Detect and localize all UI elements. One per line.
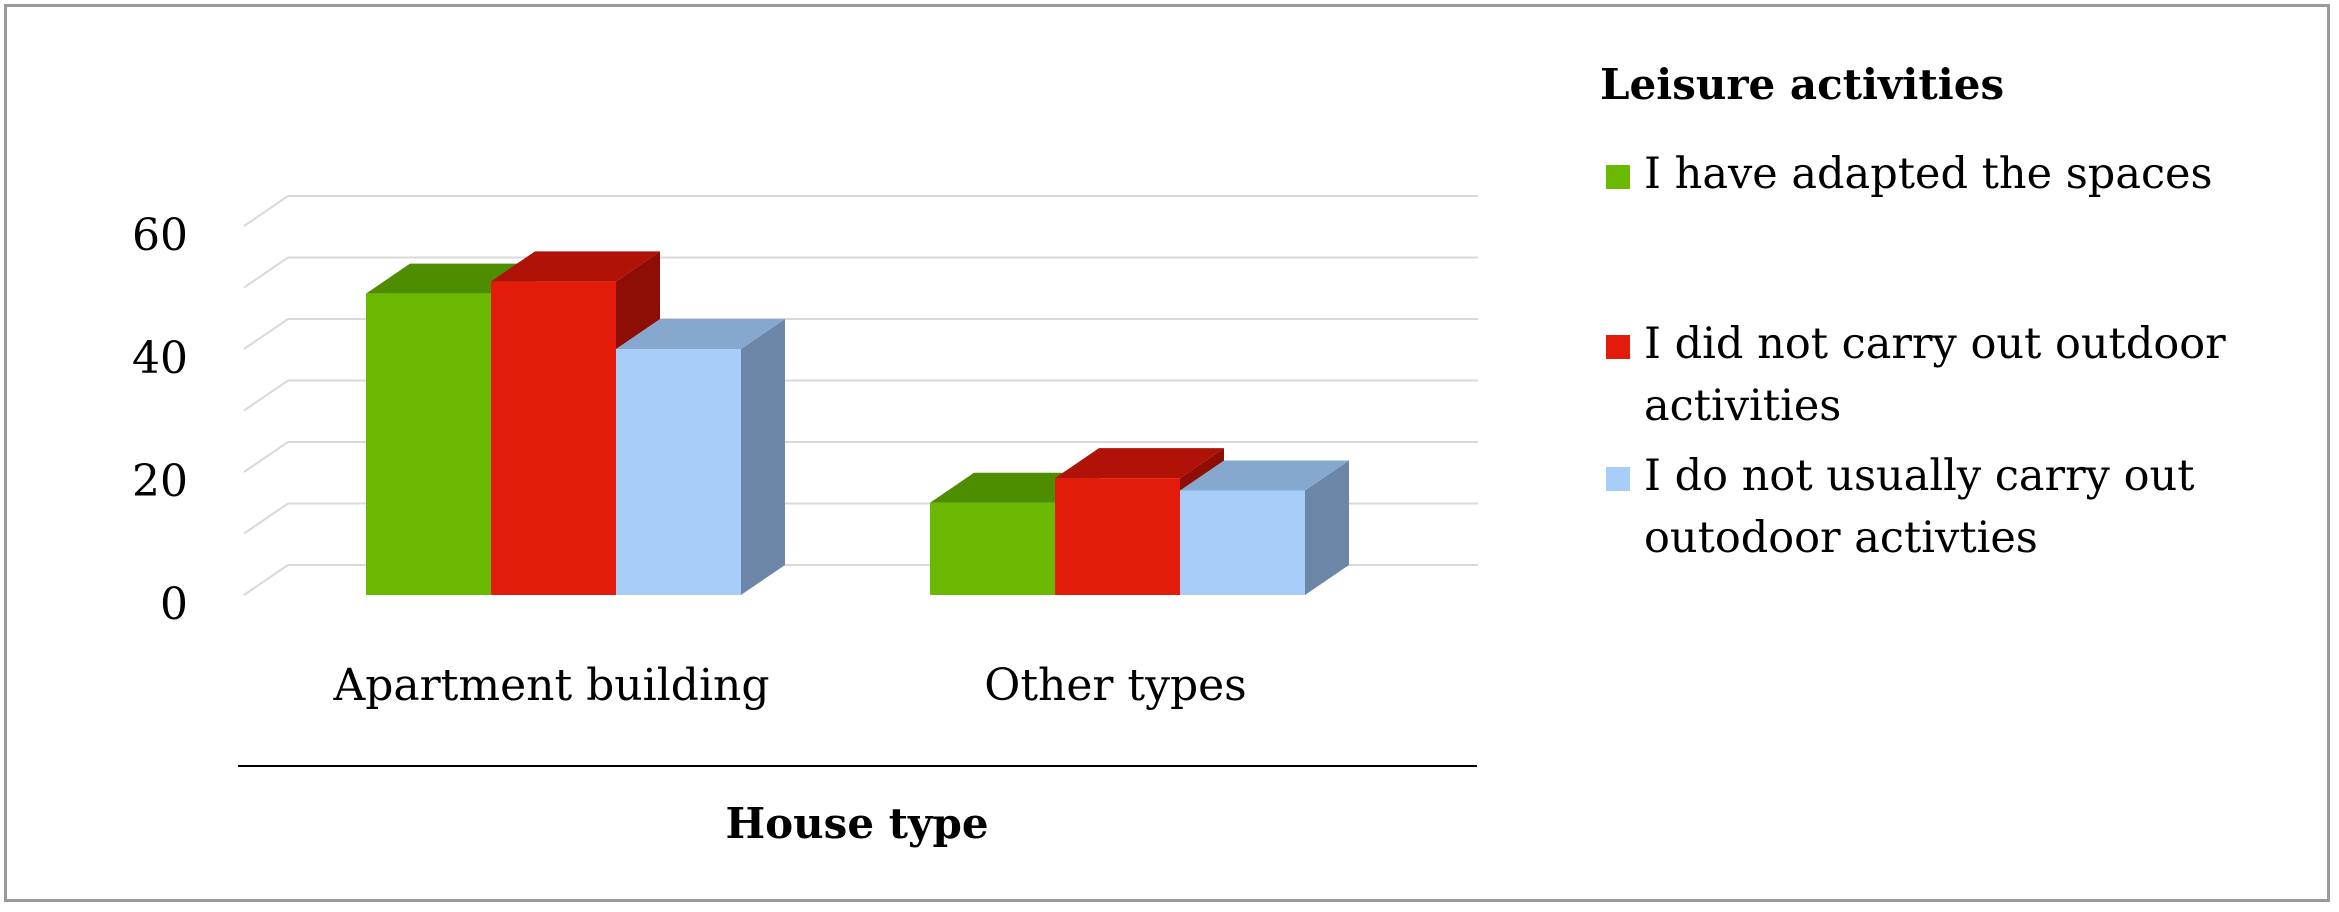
bar-front	[1180, 490, 1305, 595]
x-category-label: Other types	[984, 660, 1246, 711]
bar-front	[366, 293, 491, 595]
y-axis-ticks: 0 20 40 60	[132, 210, 188, 630]
bar-top	[1180, 460, 1349, 491]
legend-swatch	[1606, 165, 1630, 189]
legend-item-no-outdoor: I did not carry out outdoor activities	[1590, 313, 2330, 445]
legend-label: I have adapted the spaces	[1644, 149, 2213, 199]
legend-label: I do not usually carry out outodoor acti…	[1644, 451, 2195, 563]
legend-item-not-usually-outdoor: I do not usually carry out outodoor acti…	[1590, 445, 2330, 565]
bar-side	[741, 319, 785, 595]
legend-title: Leisure activities	[1600, 60, 2005, 109]
bar-front	[616, 349, 741, 595]
gridline-side	[243, 195, 289, 227]
bar-top	[491, 251, 660, 282]
gridline-side	[243, 564, 289, 596]
bar-side	[1305, 460, 1349, 595]
legend: Leisure activities I have adapted the sp…	[1590, 60, 2330, 565]
gridline-side	[243, 379, 289, 412]
legend-swatch	[1606, 467, 1630, 491]
y-tick-label: 0	[160, 579, 188, 630]
y-tick-label: 40	[132, 333, 188, 384]
x-axis-categories: Apartment building Other types	[332, 660, 1246, 711]
bars	[366, 251, 1349, 595]
gridline-side	[243, 502, 289, 535]
bar	[616, 319, 785, 595]
gridline-side	[243, 441, 289, 473]
bar-front	[1055, 478, 1180, 595]
gridline-side	[243, 256, 289, 289]
bar-front	[930, 502, 1055, 595]
x-axis-title: House type	[725, 799, 988, 848]
gridline-side	[243, 318, 289, 350]
bar-front	[491, 281, 616, 595]
y-tick-label: 20	[132, 456, 188, 507]
bar	[1180, 460, 1349, 595]
bar-top	[1055, 448, 1224, 479]
x-category-label: Apartment building	[332, 660, 769, 711]
legend-swatch	[1606, 335, 1630, 359]
bar-top	[616, 319, 785, 349]
y-tick-label: 60	[132, 210, 188, 261]
legend-item-adapted-spaces: I have adapted the spaces	[1590, 143, 2330, 263]
legend-label: I did not carry out outdoor activities	[1644, 319, 2226, 431]
